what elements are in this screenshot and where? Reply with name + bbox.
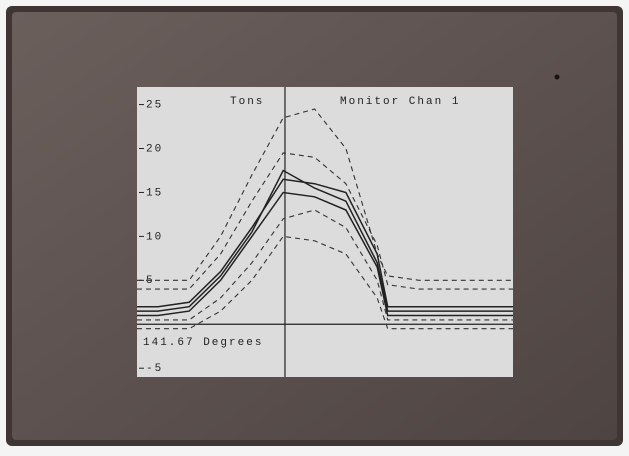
y-tick-label: 15 xyxy=(146,187,163,199)
limit-line xyxy=(137,152,513,290)
screen xyxy=(137,87,513,377)
indicator-dot xyxy=(554,74,560,80)
limit-line xyxy=(137,108,513,281)
y-tick-label: 5 xyxy=(146,275,155,287)
y-tick-label: 25 xyxy=(146,99,163,111)
chart-title: Tons xyxy=(230,96,264,108)
cursor-label: 141.67 Degrees xyxy=(143,337,263,349)
tonnage-line xyxy=(137,169,513,312)
limit-line xyxy=(137,209,513,321)
tonnage-line xyxy=(137,191,513,317)
y-tick-label: 20 xyxy=(146,143,163,155)
y-tick-label: 10 xyxy=(146,231,163,243)
y-tick-label: -5 xyxy=(146,363,163,375)
limit-line xyxy=(137,235,513,330)
chart-subtitle: Monitor Chan 1 xyxy=(340,96,460,108)
tonnage-line xyxy=(137,178,513,308)
